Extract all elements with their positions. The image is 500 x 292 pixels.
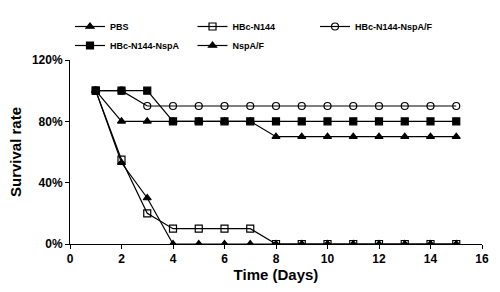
- svg-text:12: 12: [372, 252, 386, 266]
- svg-text:120%: 120%: [32, 53, 63, 67]
- svg-text:10: 10: [321, 252, 335, 266]
- svg-text:6: 6: [221, 252, 228, 266]
- svg-text:HBc-N144-NspA/F: HBc-N144-NspA/F: [355, 22, 433, 32]
- svg-text:0%: 0%: [45, 237, 63, 251]
- svg-text:80%: 80%: [39, 115, 63, 129]
- svg-text:4: 4: [170, 252, 177, 266]
- svg-text:NspA/F: NspA/F: [233, 41, 265, 51]
- svg-text:Time (Days): Time (Days): [234, 266, 319, 283]
- svg-text:HBc-N144-NspA: HBc-N144-NspA: [110, 41, 180, 51]
- svg-text:HBc-N144: HBc-N144: [233, 22, 276, 32]
- svg-text:16: 16: [475, 252, 489, 266]
- svg-text:2: 2: [118, 252, 125, 266]
- svg-text:8: 8: [273, 252, 280, 266]
- svg-text:PBS: PBS: [110, 22, 129, 32]
- svg-text:14: 14: [424, 252, 438, 266]
- svg-text:0: 0: [67, 252, 74, 266]
- svg-text:40%: 40%: [39, 176, 63, 190]
- svg-text:Survival rate: Survival rate: [7, 107, 24, 197]
